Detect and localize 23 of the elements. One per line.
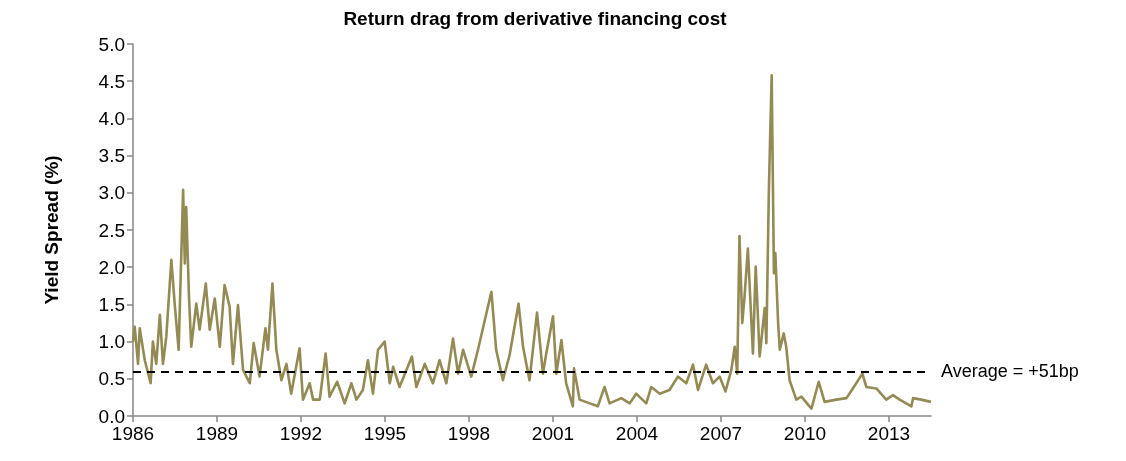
x-tick-label: 2013 [867, 423, 911, 444]
y-tick-label: 2.0 [98, 256, 125, 278]
y-axis-title: Yield Spread (%) [41, 155, 62, 305]
y-tick-label: 2.5 [98, 219, 125, 241]
y-tick-label: 1.5 [98, 293, 125, 315]
y-tick-label: 1.0 [98, 331, 125, 353]
x-tick-label: 2007 [699, 423, 743, 444]
x-tick-label: 2010 [783, 423, 827, 444]
x-tick-label: 1995 [363, 423, 407, 444]
x-tick-label: 2004 [615, 423, 659, 444]
y-tick-label: 3.5 [98, 145, 125, 167]
x-tick-label: 1989 [195, 423, 239, 444]
y-tick-label: 5.0 [98, 33, 125, 55]
y-tick-label: 4.0 [98, 107, 125, 129]
x-tick-label: 1992 [279, 423, 323, 444]
ref-line-label: Average = +51bp [941, 361, 1079, 382]
y-tick-label: 4.5 [98, 70, 125, 92]
x-tick-label: 1998 [447, 423, 491, 444]
y-tick-label: 3.0 [98, 182, 125, 204]
chart-title: Return drag from derivative financing cost [343, 8, 728, 29]
y-tick-label: 0.5 [98, 368, 125, 390]
line-series [131, 73, 933, 410]
x-tick-label: 2001 [531, 423, 575, 444]
